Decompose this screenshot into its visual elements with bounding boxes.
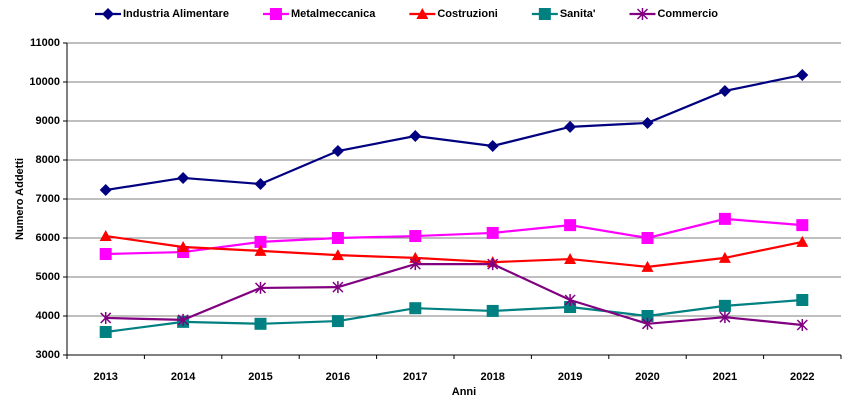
marker	[718, 251, 731, 263]
legend-label: Costruzioni	[437, 8, 498, 20]
marker	[641, 260, 654, 272]
series-line	[105, 298, 803, 334]
marker	[332, 281, 344, 294]
marker	[331, 145, 344, 158]
marker	[254, 177, 267, 190]
marker	[99, 230, 112, 242]
marker	[564, 120, 577, 133]
marker	[177, 171, 190, 184]
series-line	[105, 234, 803, 268]
marker	[99, 325, 112, 338]
x-tick-label: 2018	[480, 371, 504, 383]
marker	[269, 8, 282, 20]
marker	[718, 299, 731, 312]
marker	[796, 294, 809, 307]
marker	[564, 253, 577, 265]
marker	[100, 311, 112, 324]
marker	[718, 212, 731, 225]
marker	[254, 244, 267, 256]
marker	[487, 258, 499, 271]
y-tick-label: 10000	[29, 76, 60, 88]
y-axis-label: Numero Addetti	[14, 158, 26, 240]
marker	[636, 8, 649, 20]
x-tick-label: 2014	[171, 371, 196, 383]
marker	[538, 8, 551, 20]
marker	[254, 235, 267, 248]
y-tick-label: 5000	[36, 271, 60, 283]
marker	[409, 230, 422, 243]
marker	[177, 240, 190, 252]
marker	[641, 116, 654, 129]
marker	[416, 8, 429, 19]
x-tick-label: 2013	[93, 371, 117, 383]
marker	[409, 258, 421, 271]
y-tick-label: 7000	[36, 193, 60, 205]
marker	[486, 304, 499, 317]
marker	[102, 8, 114, 20]
y-tick-label: 6000	[36, 232, 60, 244]
marker	[409, 302, 422, 315]
marker	[564, 219, 577, 232]
marker	[641, 310, 654, 322]
marker	[409, 130, 422, 143]
y-tick-label: 9000	[36, 115, 60, 127]
x-tick-label: 2020	[635, 371, 659, 383]
marker	[177, 246, 190, 259]
legend-label: Industria Alimentare	[123, 8, 229, 20]
marker	[564, 294, 576, 307]
x-axis-label: Anni	[452, 386, 476, 398]
marker	[796, 68, 809, 81]
marker	[331, 249, 344, 261]
x-tick-label: 2015	[248, 371, 272, 383]
marker	[719, 311, 731, 324]
marker	[331, 315, 344, 328]
legend-label: Sanita'	[560, 8, 596, 20]
x-tick-label: 2021	[713, 371, 737, 383]
marker	[641, 232, 654, 244]
marker	[796, 219, 809, 232]
marker	[177, 313, 189, 326]
x-tick-label: 2016	[326, 371, 350, 383]
marker	[254, 281, 267, 294]
series-line	[105, 263, 803, 327]
marker	[641, 317, 654, 330]
marker	[99, 247, 112, 260]
marker	[718, 84, 731, 97]
marker	[331, 232, 344, 244]
marker	[99, 184, 112, 197]
marker	[486, 139, 499, 152]
series-line	[105, 73, 803, 192]
marker	[796, 235, 809, 247]
y-tick-label: 8000	[36, 154, 60, 166]
marker	[254, 317, 267, 330]
legend-label: Commercio	[657, 8, 718, 20]
x-tick-label: 2022	[790, 371, 814, 383]
marker	[796, 318, 808, 331]
y-tick-label: 11000	[30, 37, 60, 49]
marker	[486, 226, 499, 239]
y-tick-label: 4000	[36, 310, 60, 322]
x-tick-label: 2017	[403, 371, 427, 383]
legend-label: Metalmeccanica	[291, 8, 376, 20]
y-tick-label: 3000	[36, 349, 60, 361]
x-tick-label: 2019	[558, 371, 582, 383]
series-line	[105, 217, 803, 256]
